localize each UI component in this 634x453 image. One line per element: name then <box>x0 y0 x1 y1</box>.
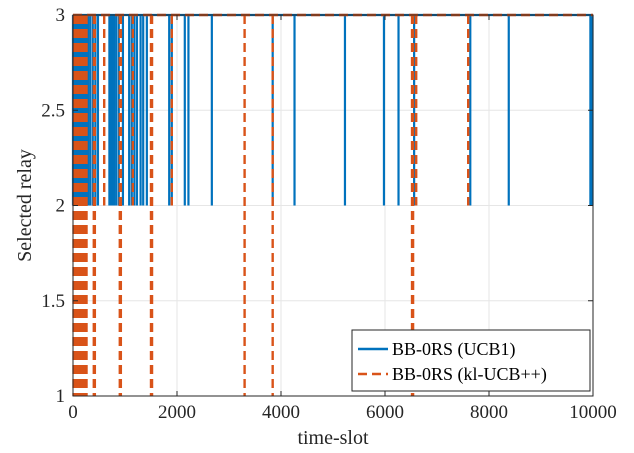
legend-box <box>351 329 591 392</box>
x-tick-label: 0 <box>68 402 78 423</box>
x-tick-label: 8000 <box>470 402 508 423</box>
y-tick-label: 1.5 <box>41 291 65 312</box>
y-tick-label: 3 <box>56 5 66 26</box>
y-axis-label: Selected relay <box>14 149 36 262</box>
ticks: 0 2000 4000 6000 8000 10000 1 1.5 2 2.5 3 <box>41 5 617 423</box>
x-tick-label: 2000 <box>158 402 196 423</box>
legend-label-kl-ucb: BB-0RS (kl-UCB++) <box>392 364 547 385</box>
y-tick-label: 1 <box>56 386 66 407</box>
legend-label-ucb1: BB-0RS (UCB1) <box>392 339 516 360</box>
x-tick-label: 6000 <box>366 402 404 423</box>
y-tick-label: 2 <box>56 196 66 217</box>
x-tick-label: 10000 <box>569 402 617 423</box>
x-axis-label: time-slot <box>297 427 369 449</box>
x-tick-label: 4000 <box>262 402 300 423</box>
legend: BB-0RS (UCB1) BB-0RS (kl-UCB++) <box>351 329 591 392</box>
y-tick-label: 2.5 <box>41 100 65 121</box>
